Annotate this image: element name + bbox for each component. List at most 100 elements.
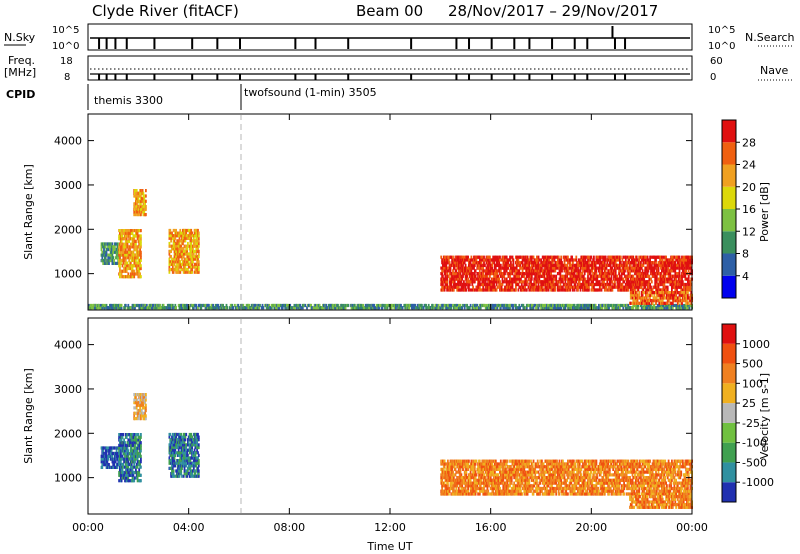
power-colorbar-segment <box>722 231 736 254</box>
power-cell <box>248 303 250 308</box>
power-cell <box>237 303 240 308</box>
power-cell <box>192 236 195 240</box>
power-cell <box>457 282 460 287</box>
power-cell <box>479 258 482 262</box>
power-cell <box>139 261 141 265</box>
power-cell <box>575 255 578 259</box>
power-cell <box>452 306 455 310</box>
power-cell <box>539 263 542 267</box>
power-cell <box>177 268 180 272</box>
power-cell <box>582 261 585 265</box>
power-cell <box>592 282 594 287</box>
power-cell <box>570 285 573 289</box>
power-cell <box>576 272 578 276</box>
power-cell <box>194 244 197 248</box>
power-cell <box>216 306 219 310</box>
power-cell <box>573 269 576 273</box>
power-cbar-label: Power [dB] <box>758 182 771 242</box>
velocity-cell <box>118 443 120 447</box>
power-cell <box>572 285 575 289</box>
power-cell <box>594 263 597 267</box>
power-cell <box>675 266 677 270</box>
power-cell <box>135 191 137 195</box>
power-cell <box>682 263 685 267</box>
power-cell <box>559 303 562 308</box>
power-cell <box>132 250 135 254</box>
power-cell <box>559 272 562 276</box>
power-cell <box>626 263 629 267</box>
power-cell <box>563 261 566 265</box>
nsky-gap-mark <box>98 38 101 49</box>
power-cell <box>257 303 260 308</box>
power-cell <box>252 303 255 308</box>
power-cell <box>512 306 515 310</box>
power-cell <box>671 282 673 287</box>
power-cell <box>650 263 653 267</box>
power-cell <box>536 261 538 265</box>
power-cell <box>567 282 570 287</box>
power-cell <box>666 306 669 310</box>
power-cell <box>168 265 171 269</box>
power-cell <box>459 272 462 276</box>
power-colorbar-segment <box>722 209 736 232</box>
power-cell <box>634 299 636 303</box>
power-cell <box>190 234 193 238</box>
velocity-cell <box>127 470 130 475</box>
power-cell <box>535 288 537 292</box>
power-cell <box>493 280 495 284</box>
power-cell <box>440 282 443 287</box>
power-cell <box>644 299 646 303</box>
power-cell <box>136 261 139 265</box>
power-cell <box>681 280 684 284</box>
power-cell <box>666 303 668 308</box>
power-cell <box>496 306 499 310</box>
velocity-cell <box>124 441 126 445</box>
power-cell <box>564 280 567 284</box>
power-cell <box>683 266 686 270</box>
power-cell <box>649 282 651 287</box>
power-cell <box>488 272 490 276</box>
power-cell <box>119 242 122 246</box>
power-cell <box>664 263 667 267</box>
power-cell <box>609 266 612 270</box>
power-cell <box>137 256 140 260</box>
power-cell <box>584 255 587 259</box>
power-cell <box>514 277 516 281</box>
power-cell <box>178 236 181 240</box>
power-cell <box>624 285 626 289</box>
power-cell <box>505 255 508 259</box>
power-cell <box>646 255 649 259</box>
velocity-cell <box>107 457 110 461</box>
power-cell <box>538 274 541 278</box>
power-cell <box>604 282 607 287</box>
power-cell <box>639 269 641 273</box>
power-cell <box>567 266 569 270</box>
power-cell <box>169 231 172 235</box>
power-cell <box>666 263 668 267</box>
power-cell <box>504 280 506 284</box>
power-cell <box>452 288 455 292</box>
power-cell <box>490 306 493 310</box>
power-cell <box>120 303 123 308</box>
power-cell <box>193 270 196 274</box>
power-cell <box>184 257 187 261</box>
power-cell <box>289 303 292 308</box>
power-cell <box>583 280 586 284</box>
power-cell <box>640 301 643 305</box>
velocity-cell <box>120 457 123 461</box>
power-cell <box>570 282 573 287</box>
power-cell <box>131 245 134 249</box>
power-cell <box>566 263 568 267</box>
freq-gap-mark <box>490 74 493 80</box>
power-cell <box>311 306 313 310</box>
power-cell <box>112 250 115 254</box>
power-cell <box>521 266 524 270</box>
power-cell <box>567 288 570 292</box>
power-cell <box>687 269 690 273</box>
power-cell <box>614 285 616 289</box>
power-colorbar-tick-label: 4 <box>742 270 749 283</box>
power-cell <box>123 229 125 233</box>
power-cell <box>660 282 662 287</box>
power-cell <box>197 260 200 264</box>
power-cell <box>556 266 559 270</box>
